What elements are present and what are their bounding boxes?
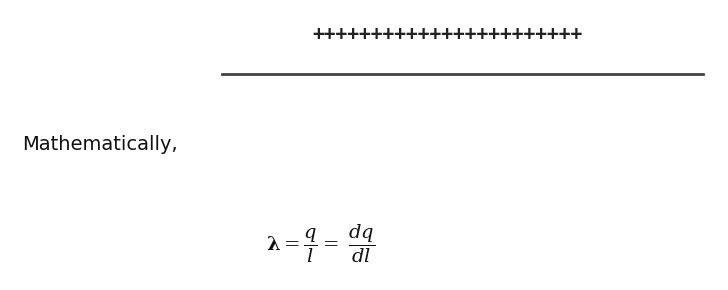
Text: +++++++++++++++++++++++: +++++++++++++++++++++++ (312, 25, 583, 44)
Text: Mathematically,: Mathematically, (22, 135, 178, 155)
Text: $\boldsymbol{\lambda}{=}\dfrac{q}{l}{=}\ \dfrac{dq}{dl}$: $\boldsymbol{\lambda}{=}\dfrac{q}{l}{=}\… (266, 222, 375, 265)
